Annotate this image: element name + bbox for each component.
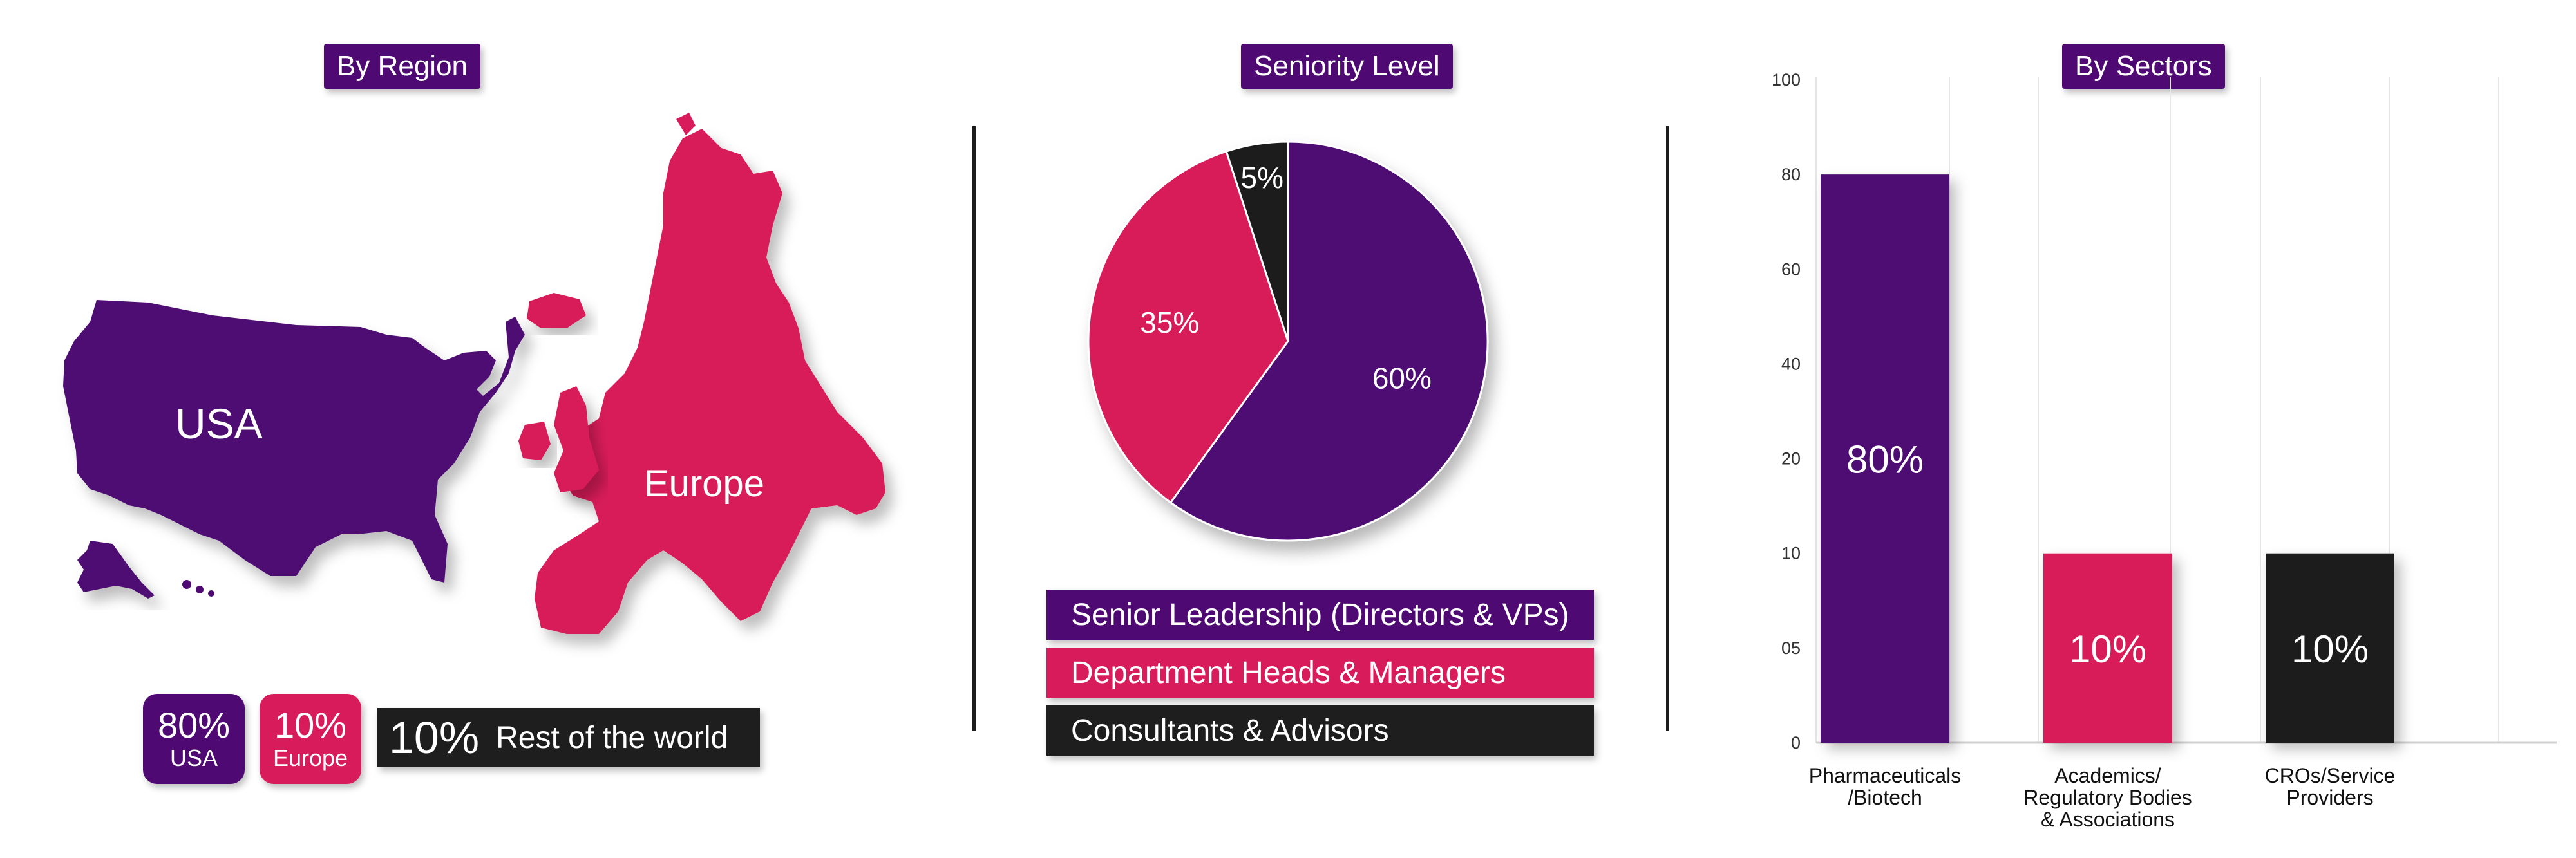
section-divider <box>972 126 976 731</box>
legend-item-label: Department Heads & Managers <box>1071 655 1506 690</box>
usa-stat-value: 80% <box>157 705 231 745</box>
x-category-label-line: Pharmaceuticals <box>1808 764 1962 787</box>
sectors-bar-chart: 100 80 60 40 20 10 05 0 80% 10% 10% <box>1772 70 2557 752</box>
x-category-label: Pharmaceuticals/Biotech <box>1756 765 2014 808</box>
usa-map-shape <box>63 300 525 583</box>
legend-item: Consultants & Advisors <box>1046 705 1594 756</box>
sectors-title: By Sectors <box>2062 44 2225 89</box>
hawaii-map-shape <box>182 580 191 589</box>
y-tick-label: 0 <box>1791 733 1801 752</box>
iceland-map-shape <box>527 293 586 328</box>
bar <box>2043 553 2172 743</box>
y-tick-label: 60 <box>1781 259 1801 279</box>
y-tick-label: 100 <box>1772 70 1801 89</box>
x-category-label-line: Academics/ <box>2054 764 2161 787</box>
rest-of-world-box: 10% Rest of the world <box>377 708 760 767</box>
x-category-label-line: CROs/Service <box>2264 764 2396 787</box>
legend-item-label: Consultants & Advisors <box>1071 713 1389 748</box>
seniority-legend: Senior Leadership (Directors & VPs) Depar… <box>1046 590 1594 763</box>
usa-stat-label: USA <box>169 745 218 771</box>
legend-item: Department Heads & Managers <box>1046 648 1594 698</box>
x-category-label-line: & Associations <box>2040 808 2175 831</box>
region-map <box>63 113 886 634</box>
legend-item: Senior Leadership (Directors & VPs) <box>1046 590 1594 640</box>
europe-stat-label: Europe <box>272 745 348 771</box>
bar-value-label: 10% <box>2069 628 2146 671</box>
legend-item-label: Senior Leadership (Directors & VPs) <box>1071 597 1569 632</box>
y-tick-label: 05 <box>1781 639 1801 658</box>
pie-slice <box>1225 140 1289 342</box>
pie-slice-label: 60% <box>1372 361 1432 395</box>
pie-slice-label: 5% <box>1241 161 1283 194</box>
x-category-label-line: Providers <box>2286 786 2374 809</box>
rest-of-world-value: 10% <box>389 713 480 763</box>
usa-map-label: USA <box>175 400 263 447</box>
pie-slice <box>1169 140 1489 542</box>
uk-map-shape <box>554 386 599 492</box>
hawaii-map-shape <box>208 590 214 597</box>
bar <box>2266 553 2394 743</box>
bar <box>1821 174 1949 743</box>
europe-map-shape <box>535 129 886 634</box>
y-tick-label: 20 <box>1781 449 1801 469</box>
bar-value-label: 80% <box>1846 438 1924 481</box>
x-category-label-line: /Biotech <box>1848 786 1922 809</box>
x-category-label: CROs/Service Providers <box>2201 765 2459 808</box>
seniority-title: Seniority Level <box>1241 44 1453 89</box>
hawaii-map-shape <box>196 586 204 593</box>
y-tick-label: 10 <box>1781 544 1801 563</box>
europe-stat-box: 10% Europe <box>260 694 361 784</box>
svalbard-map-shape <box>676 113 696 135</box>
section-divider <box>1666 126 1669 731</box>
europe-stat-value: 10% <box>274 705 347 745</box>
seniority-pie-chart: 60% 35% 5% <box>1087 140 1489 542</box>
bar-value-label: 10% <box>2291 628 2369 671</box>
europe-map-label: Europe <box>644 463 765 505</box>
alaska-map-shape <box>77 541 155 599</box>
x-category-label: Academics/Regulatory Bodies & Association… <box>1979 765 2237 830</box>
ireland-map-shape <box>518 422 551 460</box>
region-title: By Region <box>324 44 481 89</box>
usa-stat-box: 80% USA <box>143 694 245 784</box>
rest-of-world-label: Rest of the world <box>496 720 728 755</box>
pie-slice-label: 35% <box>1140 306 1199 339</box>
pie-slice <box>1087 150 1289 504</box>
y-tick-label: 80 <box>1781 165 1801 184</box>
x-category-label-line: Regulatory Bodies <box>2023 786 2192 809</box>
y-tick-label: 40 <box>1781 354 1801 373</box>
